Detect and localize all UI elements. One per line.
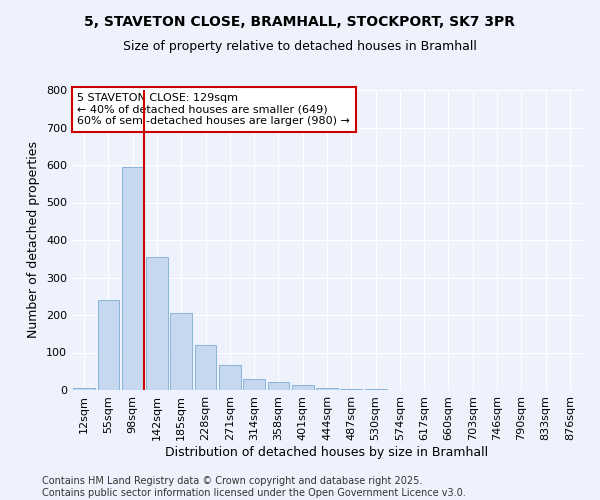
Text: Contains HM Land Registry data © Crown copyright and database right 2025.
Contai: Contains HM Land Registry data © Crown c…: [42, 476, 466, 498]
Bar: [292, 385, 314, 390]
X-axis label: Distribution of detached houses by size in Bramhall: Distribution of detached houses by size …: [166, 446, 488, 458]
Bar: [146, 257, 168, 390]
Y-axis label: Number of detached properties: Number of detached properties: [28, 142, 40, 338]
Bar: [219, 364, 241, 390]
Bar: [73, 388, 95, 390]
Bar: [365, 389, 386, 390]
Bar: [97, 300, 119, 390]
Bar: [194, 345, 217, 390]
Text: Size of property relative to detached houses in Bramhall: Size of property relative to detached ho…: [123, 40, 477, 53]
Bar: [268, 382, 289, 390]
Bar: [243, 379, 265, 390]
Bar: [122, 167, 143, 390]
Bar: [170, 313, 192, 390]
Text: 5 STAVETON CLOSE: 129sqm
← 40% of detached houses are smaller (649)
60% of semi-: 5 STAVETON CLOSE: 129sqm ← 40% of detach…: [77, 93, 350, 126]
Text: 5, STAVETON CLOSE, BRAMHALL, STOCKPORT, SK7 3PR: 5, STAVETON CLOSE, BRAMHALL, STOCKPORT, …: [85, 15, 515, 29]
Bar: [316, 388, 338, 390]
Bar: [340, 389, 362, 390]
